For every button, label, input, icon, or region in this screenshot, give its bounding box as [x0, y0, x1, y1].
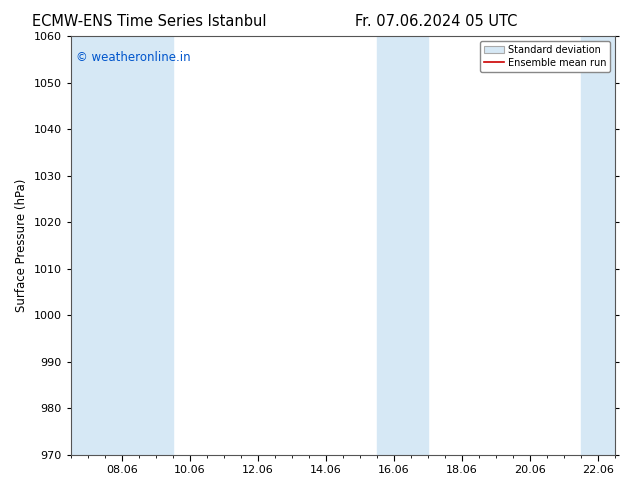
Text: ECMW-ENS Time Series Istanbul: ECMW-ENS Time Series Istanbul — [32, 14, 266, 29]
Y-axis label: Surface Pressure (hPa): Surface Pressure (hPa) — [15, 179, 28, 312]
Bar — [71, 36, 172, 455]
Legend: Standard deviation, Ensemble mean run: Standard deviation, Ensemble mean run — [481, 41, 610, 72]
Bar — [581, 36, 615, 455]
Text: © weatheronline.in: © weatheronline.in — [76, 51, 191, 64]
Text: Fr. 07.06.2024 05 UTC: Fr. 07.06.2024 05 UTC — [355, 14, 517, 29]
Bar — [377, 36, 428, 455]
